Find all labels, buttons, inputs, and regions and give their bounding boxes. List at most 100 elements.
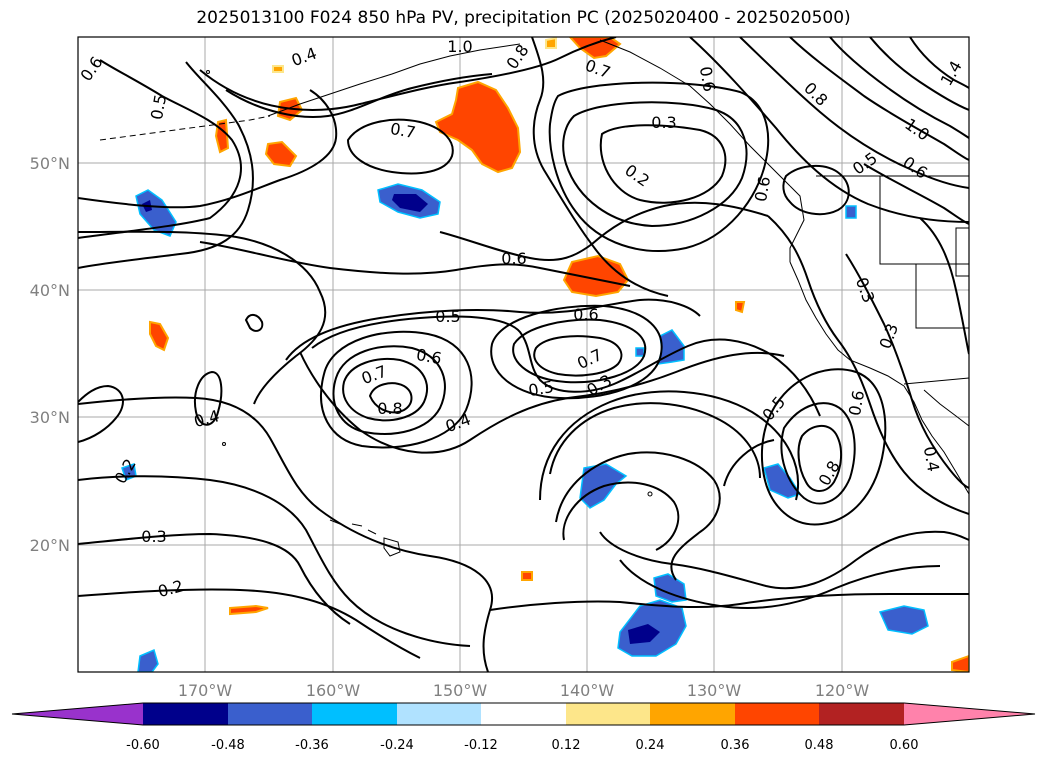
contour-central-wave-1	[78, 230, 327, 405]
map-title: 2025013100 F024 850 hPa PV, precipitatio…	[196, 8, 851, 28]
contour-small-loop-1	[244, 314, 264, 332]
lon-label-160w: 160°W	[306, 681, 361, 700]
lon-label-170w: 170°W	[178, 681, 233, 700]
contour-west-loop-2	[78, 61, 254, 269]
contour-label: 0.3	[141, 527, 166, 546]
contour-north-east-bands-2	[829, 37, 969, 139]
contour-ridge-east	[531, 37, 669, 297]
contour-north-ridge	[199, 37, 617, 111]
contour-small-loop-2	[194, 370, 223, 426]
colorbar-segment-max-extend	[904, 703, 1035, 725]
precip-positive-small-5	[272, 65, 284, 73]
contour-southwest-box	[78, 384, 124, 443]
precip-positive-small-2	[229, 604, 269, 616]
island-small-3	[222, 442, 226, 446]
coastline-aleutian-chain	[99, 115, 271, 141]
contour-west-loop-1	[78, 59, 242, 239]
lon-label-130w: 130°W	[687, 681, 742, 700]
colorbar-tick: -0.12	[464, 738, 498, 753]
precip-positive-aleutian-1	[264, 140, 298, 168]
contour-southeast-6	[619, 559, 941, 609]
contour-north-east-bands-3	[869, 37, 969, 111]
colorbar-segment	[312, 703, 397, 725]
contour-north-band	[225, 73, 493, 118]
lat-label-30n: 30°N	[30, 408, 70, 427]
precip-positive-aleutian-3	[214, 118, 230, 154]
contour-south-0-2	[78, 588, 421, 659]
colorbar-segment	[397, 703, 481, 725]
contour-coastal-3	[919, 217, 969, 355]
contour-label: 0.5	[147, 93, 170, 121]
contour-label: 0.5	[435, 307, 460, 326]
contour-east-low-1	[780, 402, 856, 505]
contour-north-east-bands-5	[739, 37, 969, 189]
contour-east-low-2	[797, 425, 842, 492]
precip-negative-15n-core	[628, 624, 660, 644]
precip-positive-small-1	[521, 571, 533, 581]
contour-north-east-bands-1	[789, 37, 969, 161]
contour-southeast-5	[599, 530, 969, 590]
contour-south-0-3	[78, 475, 471, 647]
colorbar-segment	[819, 703, 904, 725]
negative-precip-areas	[121, 183, 929, 672]
precip-negative-47n-core	[392, 194, 428, 212]
precip-negative-47n-west	[135, 189, 177, 237]
contour-coastal-2	[845, 253, 969, 489]
colorbar-tick: -0.36	[295, 738, 329, 753]
colorbar-segment	[650, 703, 735, 725]
contour-west-band	[78, 89, 338, 209]
colorbar-tick: 0.24	[636, 738, 665, 753]
colorbar-tick: 0.36	[721, 738, 750, 753]
coastline-alaska-peninsula	[267, 43, 521, 117]
contour-eastern-low-3	[533, 335, 623, 377]
contour-vortex-4	[368, 382, 413, 414]
precip-positive-gulf-alaska	[434, 80, 522, 174]
contour-east-low-3	[760, 368, 887, 526]
contour-southeast-3	[555, 451, 721, 581]
island-small-1	[206, 70, 210, 74]
colorbar-tick: 0.48	[805, 738, 834, 753]
latitude-labels: 50°N 40°N 30°N 20°N	[30, 154, 70, 555]
contour-label: 0.6	[573, 305, 598, 324]
contour-southeast-2	[539, 390, 800, 501]
contour-central-wave-2	[285, 298, 701, 361]
pv-contours	[78, 37, 969, 672]
contour-label: 0.6	[415, 345, 443, 368]
colorbar-segment	[566, 703, 650, 725]
contour-vortex-2	[332, 345, 446, 435]
island-small-2	[647, 491, 653, 497]
contour-east-0-5	[723, 439, 775, 487]
contour-label: 0.5	[527, 377, 555, 400]
colorbar-tick: 0.12	[552, 738, 581, 753]
lon-label-140w: 140°W	[560, 681, 615, 700]
coastline-mexico-mainland	[923, 389, 969, 427]
colorbar-tick: -0.48	[211, 738, 245, 753]
precip-negative-17n	[653, 573, 687, 603]
contour-southeast-1	[549, 402, 761, 479]
coastline-us-west	[789, 261, 905, 387]
lon-label-150w: 150°W	[433, 681, 488, 700]
precip-negative-35n-small	[635, 347, 645, 357]
contour-central-north-low	[346, 118, 454, 175]
contour-vortex-1	[342, 358, 428, 422]
island-hawaii	[329, 519, 401, 557]
colorbar-segment	[228, 703, 312, 725]
precip-positive-top-small	[545, 37, 557, 49]
contour-coastal-1	[767, 215, 969, 515]
contour-eastern-low-2	[490, 304, 663, 400]
lat-label-40n: 40°N	[30, 281, 70, 300]
contour-southeast-7	[489, 592, 969, 611]
precip-positive-35n-west	[149, 320, 170, 352]
contour-label: 0.6	[845, 389, 868, 417]
colorbar-segment	[143, 703, 228, 725]
colorbar-outline	[11, 702, 1036, 726]
contour-0-5-wave	[311, 315, 821, 417]
precip-positive-small-3	[735, 301, 746, 314]
colorbar: -0.60 -0.48 -0.36 -0.24 -0.12 0.12 0.24 …	[11, 702, 1036, 753]
colorbar-segment	[735, 703, 819, 725]
gridlines	[78, 37, 969, 672]
border-us-mexico	[903, 377, 969, 385]
contour-label: 0.3	[651, 113, 676, 132]
contour-coastal-low	[782, 165, 850, 216]
